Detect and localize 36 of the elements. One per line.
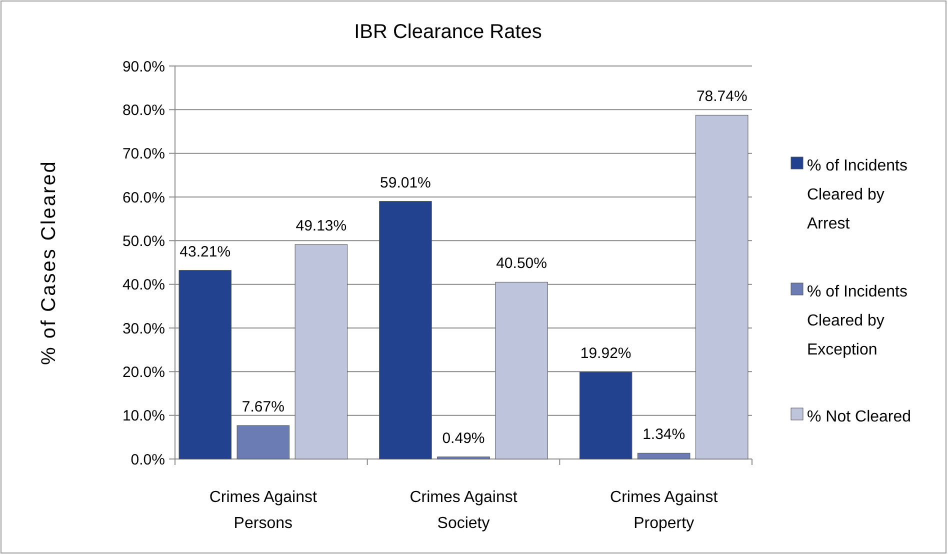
data-label: 19.92% [580, 345, 632, 362]
y-tick-label: 70.0% [122, 146, 165, 163]
chart-title: IBR Clearance Rates [354, 21, 542, 43]
bar [637, 452, 690, 460]
bar [178, 270, 232, 460]
data-label: 59.01% [380, 174, 431, 192]
x-tick-label: Crimes Against Society [410, 489, 518, 532]
legend-label: % of Incidents Cleared by Arrest [807, 158, 908, 233]
x-tick-label: Crimes Against Property [610, 489, 718, 532]
y-tick-label: 90.0% [122, 58, 165, 76]
data-label: 1.34% [642, 426, 686, 444]
legend-label: % Not Cleared [807, 408, 912, 426]
data-label: 0.49% [442, 430, 485, 447]
y-tick-label: 80.0% [122, 102, 165, 119]
data-label: 7.67% [242, 398, 284, 416]
data-label: 40.50% [496, 255, 547, 272]
bar [696, 114, 748, 460]
data-label: 43.21% [180, 243, 231, 260]
bar [236, 425, 290, 460]
legend-label: % of Incidents Cleared by Exception [807, 284, 908, 359]
bar [579, 372, 632, 460]
y-tick-label: 0.0% [130, 451, 165, 468]
y-tick-label: 30.0% [122, 320, 165, 338]
data-label: 49.13% [296, 217, 347, 234]
y-tick-label: 10.0% [122, 408, 165, 425]
y-tick-label: 60.0% [122, 189, 165, 206]
bar [379, 201, 432, 460]
bar [495, 282, 548, 460]
data-label: 78.74% [696, 88, 748, 106]
y-axis-title: % of Cases Cleared [38, 160, 60, 365]
y-tick-label: 40.0% [122, 276, 165, 294]
y-tick-label: 50.0% [122, 232, 165, 250]
bar [437, 456, 490, 460]
y-tick-label: 20.0% [122, 364, 165, 381]
bar [294, 244, 348, 460]
x-tick-label: Crimes Against Persons [209, 489, 318, 532]
